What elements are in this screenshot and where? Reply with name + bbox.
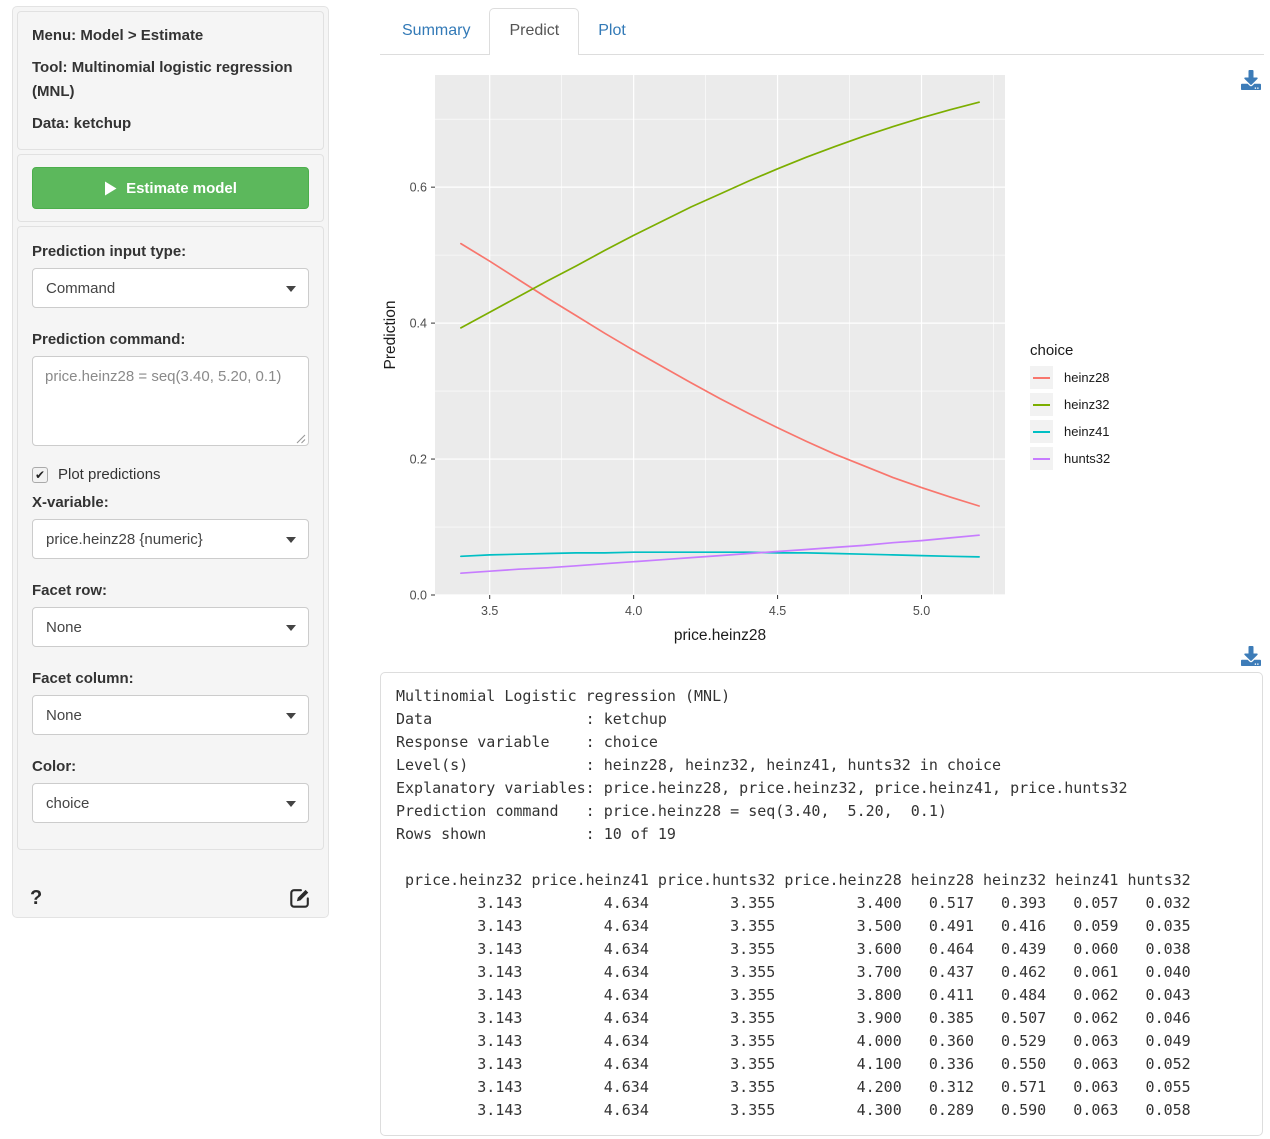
legend-key-icon xyxy=(1030,366,1053,389)
chevron-down-icon xyxy=(286,801,296,807)
legend-label: heinz32 xyxy=(1064,397,1110,412)
prediction-output-panel: Multinomial Logistic regression (MNL) Da… xyxy=(380,672,1263,1136)
estimate-model-label: Estimate model xyxy=(126,179,237,197)
help-icon[interactable]: ? xyxy=(30,886,43,909)
legend-item-heinz41: heinz41 xyxy=(1030,420,1110,443)
y-axis-title: Prediction xyxy=(382,301,399,370)
x-tick-label: 3.5 xyxy=(481,604,498,618)
sidebar: Menu: Model > Estimate Tool: Multinomial… xyxy=(12,6,329,918)
series-line-hunts32 xyxy=(460,534,980,575)
tool-name: Tool: Multinomial logistic regression (M… xyxy=(32,59,293,100)
tab-plot[interactable]: Plot xyxy=(598,22,626,39)
y-tick-label: 0.2 xyxy=(410,453,427,467)
x-tick-label: 4.5 xyxy=(769,604,786,618)
legend-label: hunts32 xyxy=(1064,451,1111,466)
y-tick-label: 0.0 xyxy=(410,589,427,603)
plot-legend: choice heinz28 heinz32 heinz41 hunts32 xyxy=(1030,342,1110,474)
x-axis-title: price.heinz28 xyxy=(674,627,766,644)
legend-key-icon xyxy=(1030,447,1053,470)
estimate-card: Estimate model xyxy=(17,154,324,222)
x-variable-label: X-variable: xyxy=(32,494,109,511)
legend-title: choice xyxy=(1030,342,1074,359)
chevron-down-icon xyxy=(286,537,296,543)
color-select[interactable]: choice xyxy=(32,783,309,823)
download-plot-icon[interactable] xyxy=(1241,70,1261,90)
legend-label: heinz28 xyxy=(1064,370,1110,385)
prediction-output-text: Multinomial Logistic regression (MNL) Da… xyxy=(396,687,1191,1119)
plot-predictions-checkbox[interactable]: ✔ xyxy=(32,466,48,483)
y-tick-label: 0.4 xyxy=(410,317,427,331)
tab-predict[interactable]: Predict xyxy=(489,8,580,55)
chevron-down-icon xyxy=(286,625,296,631)
prediction-command-label: Prediction command: xyxy=(32,331,186,348)
download-predictions-icon[interactable] xyxy=(1241,646,1261,666)
x-tick-label: 4.0 xyxy=(625,604,642,618)
main-panel: Summary Predict Plot 0.0 0.2 0.4 0.6 3.5 4.0 4… xyxy=(380,0,1264,1139)
chevron-down-icon xyxy=(286,713,296,719)
check-icon: ✔ xyxy=(34,467,46,482)
input-type-select[interactable]: Command xyxy=(32,268,309,308)
legend-key-icon xyxy=(1030,420,1053,443)
legend-item-heinz32: heinz32 xyxy=(1030,393,1110,416)
edit-report-icon[interactable] xyxy=(289,887,311,909)
dataset-name: Data: ketchup xyxy=(32,114,132,132)
color-label: Color: xyxy=(32,758,77,775)
plot-canvas: 0.0 0.2 0.4 0.6 3.5 4.0 4.5 5.0 price.heinz28 Pre… xyxy=(382,75,1005,644)
legend-item-hunts32: hunts32 xyxy=(1030,447,1110,470)
sidebar-footer: ? xyxy=(13,883,328,913)
prediction-command-input[interactable]: price.heinz28 = seq(3.40, 5.20, 0.1) xyxy=(32,356,309,446)
tab-bar: Summary Predict Plot xyxy=(380,0,1264,55)
legend-item-heinz28: heinz28 xyxy=(1030,366,1110,389)
legend-label: heinz41 xyxy=(1064,424,1110,439)
facet-row-label: Facet row: xyxy=(32,582,108,599)
model-info-card: Menu: Model > Estimate Tool: Multinomial… xyxy=(17,11,324,150)
plot-panel xyxy=(435,75,1005,595)
play-icon xyxy=(105,181,117,195)
series-line-heinz28 xyxy=(460,242,980,507)
chevron-down-icon xyxy=(286,286,296,292)
series-line-heinz32 xyxy=(460,101,980,329)
input-type-label: Prediction input type: xyxy=(32,243,187,260)
estimate-model-button[interactable]: Estimate model xyxy=(32,167,309,209)
plot-predictions-label: Plot predictions xyxy=(58,466,161,483)
color-value: choice xyxy=(46,794,90,812)
facet-row-select[interactable]: None xyxy=(32,607,309,647)
resize-grip-icon[interactable] xyxy=(296,434,306,444)
x-variable-select[interactable]: price.heinz28 {numeric} xyxy=(32,519,309,559)
menu-path: Menu: Model > Estimate xyxy=(32,27,204,44)
facet-column-label: Facet column: xyxy=(32,670,134,687)
tab-summary[interactable]: Summary xyxy=(402,22,471,39)
facet-column-select[interactable]: None xyxy=(32,695,309,735)
y-tick-label: 0.6 xyxy=(410,181,427,195)
x-variable-value: price.heinz28 {numeric} xyxy=(46,530,203,548)
x-tick-label: 5.0 xyxy=(913,604,930,618)
series-line-heinz41 xyxy=(460,551,980,558)
legend-key-icon xyxy=(1030,393,1053,416)
prediction-settings-card: Prediction input type: Command Predictio… xyxy=(17,226,324,850)
prediction-plot: 0.0 0.2 0.4 0.6 3.5 4.0 4.5 5.0 price.heinz28 Pre… xyxy=(380,70,1140,645)
facet-row-value: None xyxy=(46,618,82,636)
input-type-value: Command xyxy=(46,279,116,297)
facet-column-value: None xyxy=(46,706,82,724)
